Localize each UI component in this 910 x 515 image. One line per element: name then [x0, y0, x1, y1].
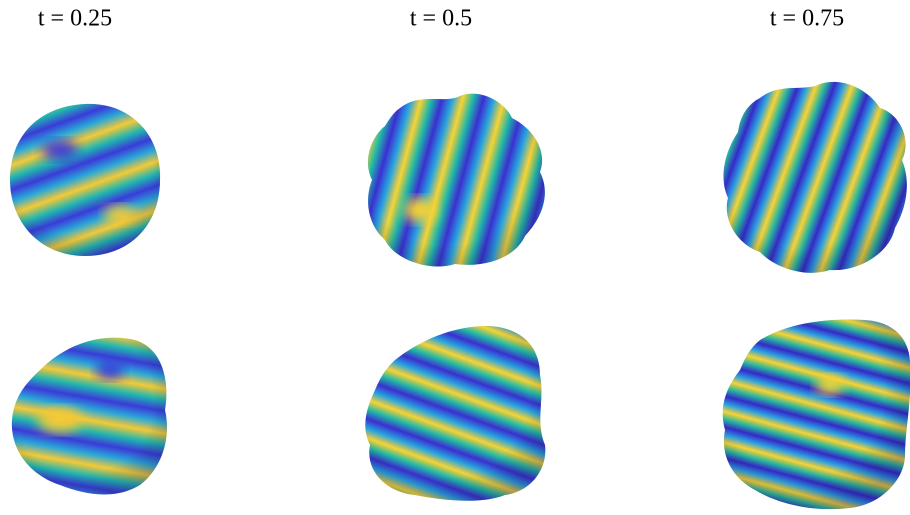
- page: {"panels": [{"title": "t = 0.25"}, {"tit…: [0, 0, 910, 515]
- panel-title: t = 0.75: [770, 6, 844, 32]
- figure: t = 0.25 t = 0.5 t = 0.75: [0, 0, 910, 515]
- panel-title: t = 0.25: [38, 6, 112, 32]
- surface-render: [355, 85, 555, 280]
- surface-render: [355, 320, 555, 510]
- panel-title: t = 0.5: [410, 6, 472, 32]
- surface-render: [715, 75, 910, 285]
- surface-render: [0, 95, 175, 265]
- surface-render: [5, 330, 175, 505]
- surface-render: [715, 312, 910, 512]
